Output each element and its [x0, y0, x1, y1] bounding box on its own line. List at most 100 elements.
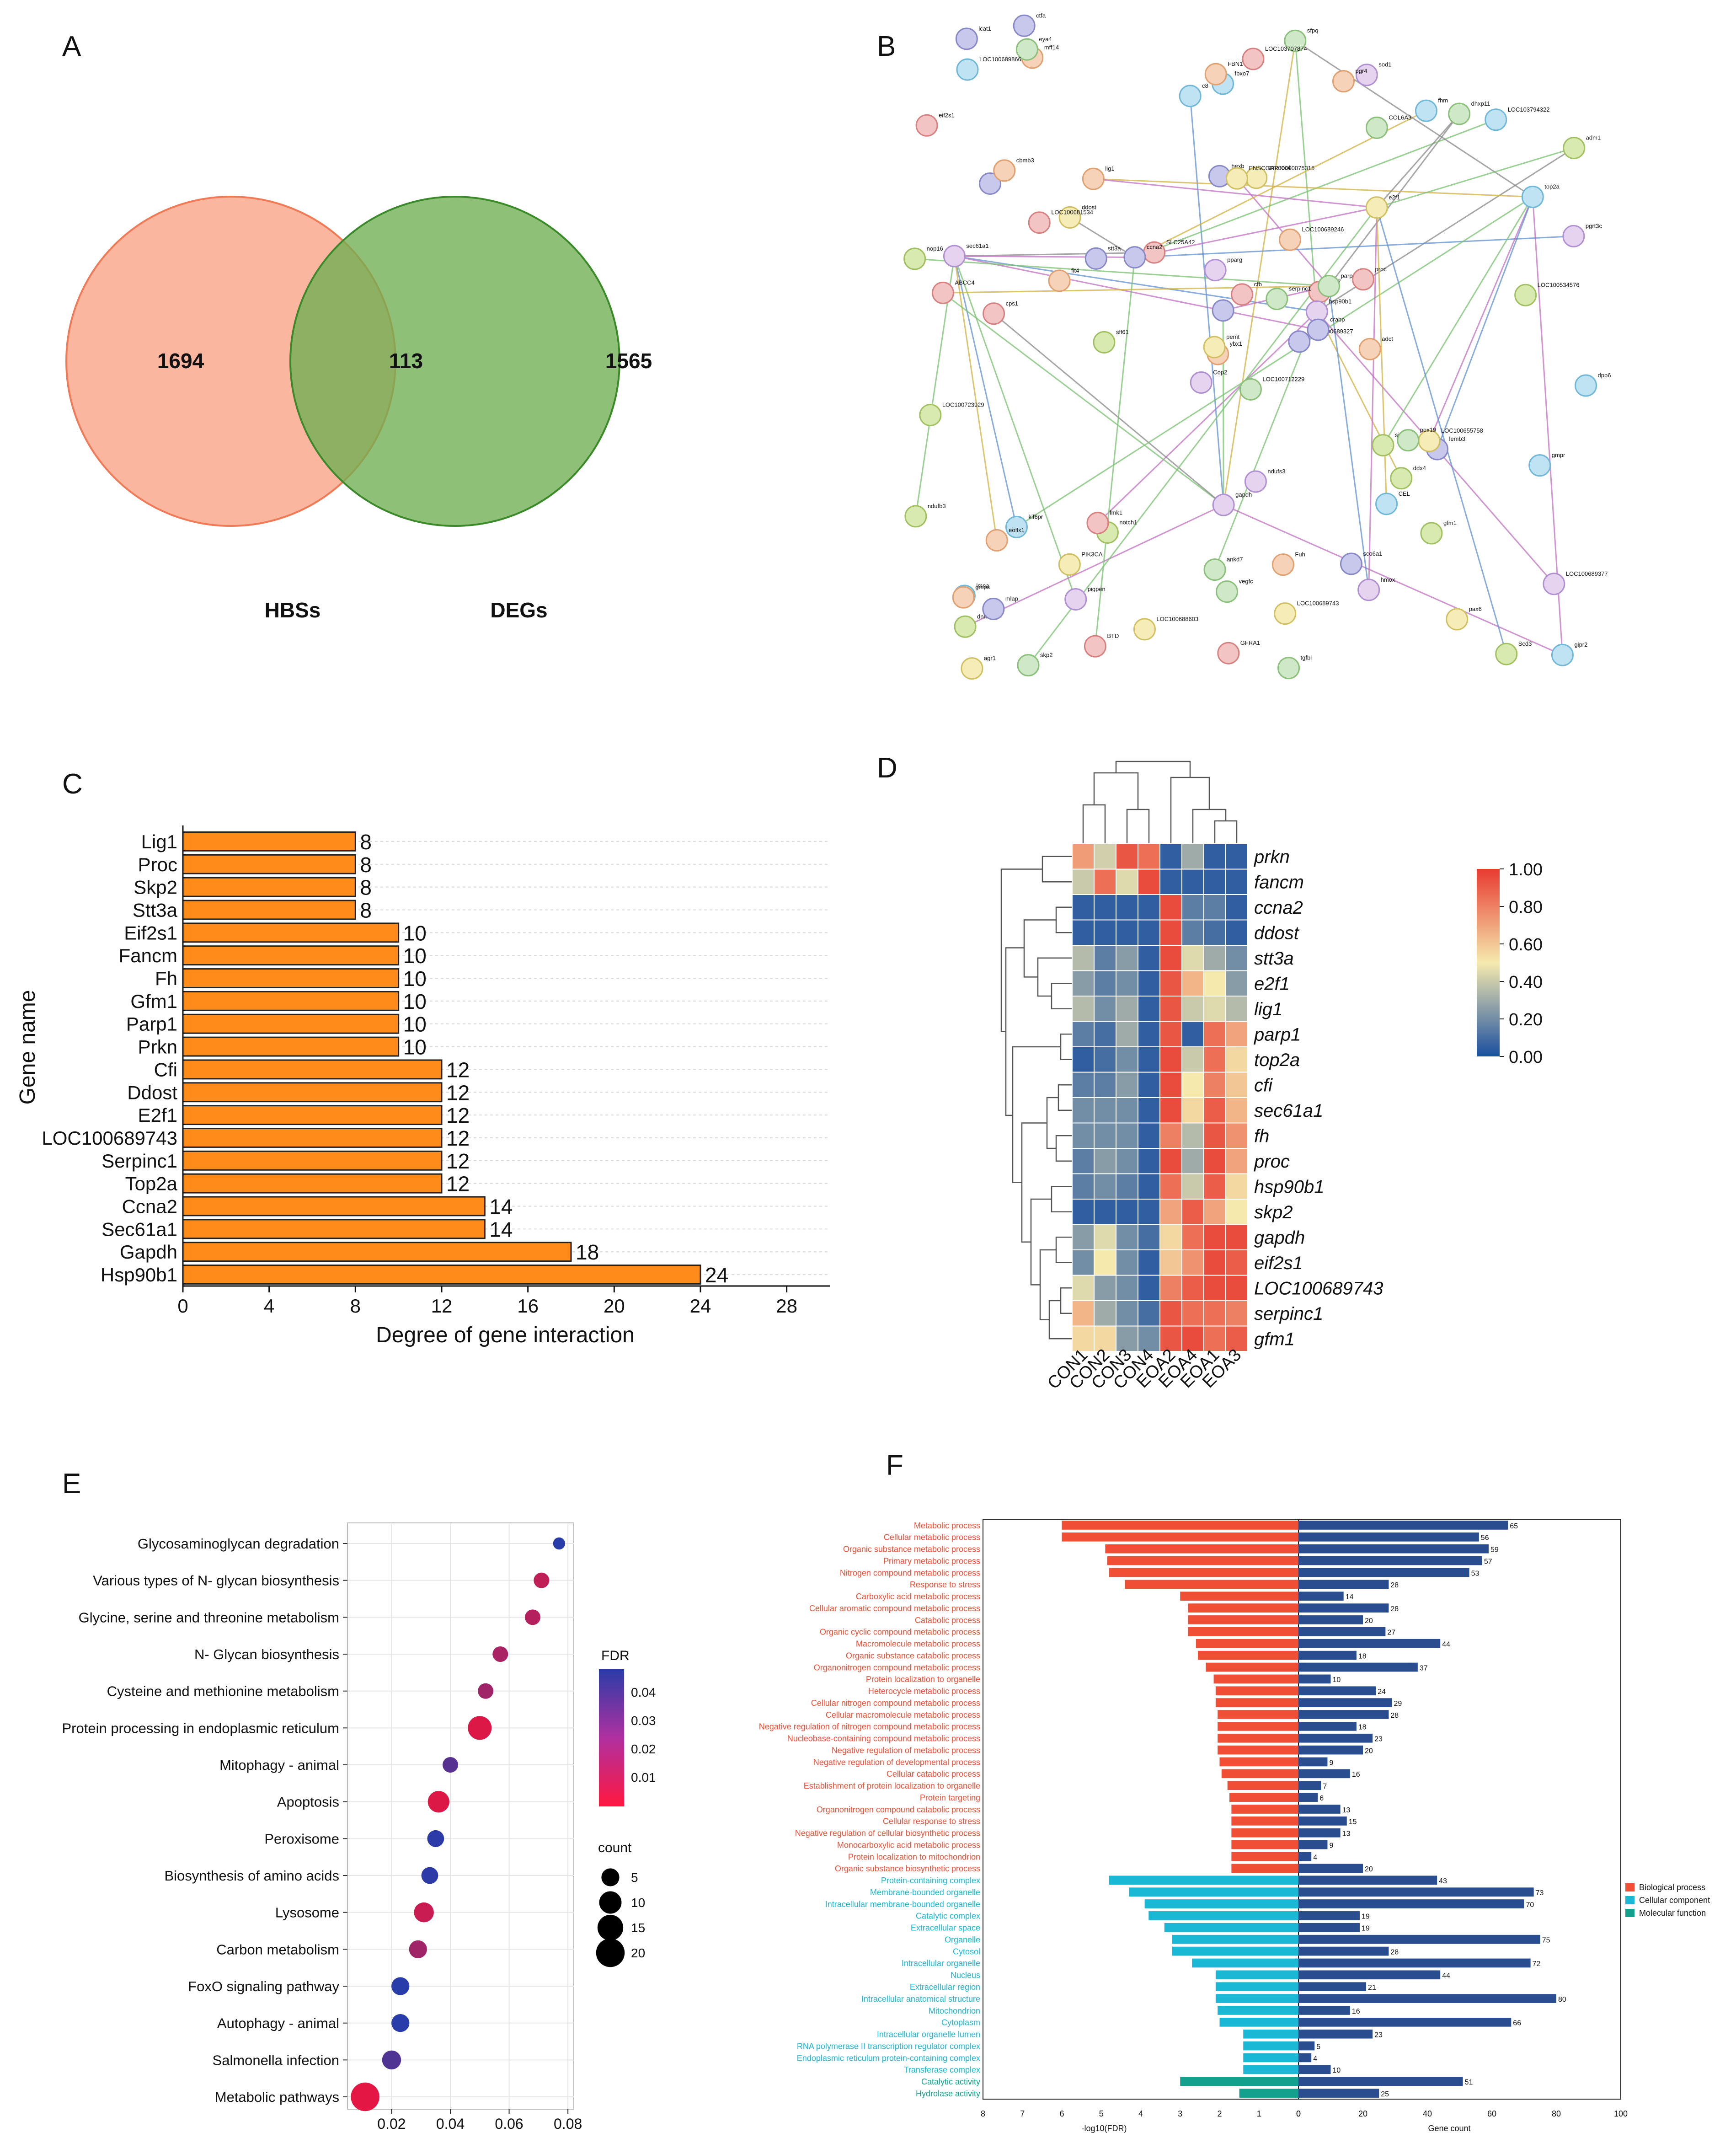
d-heatmap-cell — [1138, 1173, 1160, 1200]
network-node-label: ybx1 — [1230, 340, 1242, 347]
d-heatmap-cell — [1181, 1173, 1204, 1200]
d-col-dendrogram — [1170, 777, 1210, 844]
d-row-label: serpinc1 — [1254, 1304, 1323, 1324]
network-node-label: LOC100655758 — [1441, 427, 1483, 434]
f-term-label: Negative regulation of metabolic process — [832, 1746, 980, 1755]
f-count-label: 13 — [1342, 1830, 1351, 1838]
f-term-label: Transferase complex — [904, 2065, 980, 2074]
f-fdr-bar — [1227, 1781, 1298, 1790]
d-heatmap-cell — [1203, 970, 1226, 997]
f-term-label: Negative regulation of cellular biosynth… — [795, 1829, 980, 1838]
network-node — [1397, 429, 1420, 452]
d-heatmap-cell — [1138, 1072, 1160, 1098]
f-fdr-bar — [1144, 1899, 1298, 1908]
d-legend-colorbar — [1477, 869, 1500, 1056]
c-bar — [182, 877, 356, 897]
e-category-label: Metabolic pathways — [215, 2089, 339, 2105]
f-count-bar — [1298, 2041, 1315, 2051]
f-count-label: 5 — [1316, 2043, 1320, 2051]
e-legend-fdr-tick: 0.01 — [631, 1770, 656, 1784]
network-edge — [1295, 40, 1533, 198]
f-term-label: Response to stress — [910, 1580, 980, 1589]
c-category-label: E2f1 — [138, 1104, 177, 1126]
d-heatmap-cell — [1203, 868, 1226, 895]
network-node-label: lemb3 — [1449, 435, 1465, 442]
f-count-bar — [1298, 1603, 1389, 1613]
f-count-label: 53 — [1471, 1570, 1480, 1577]
d-heatmap-cell — [1116, 996, 1138, 1022]
d-heatmap-cell — [1138, 1148, 1160, 1174]
d-heatmap-cell — [1159, 1199, 1182, 1225]
f-fdr-bar — [1219, 1757, 1298, 1767]
e-legend-fdr-tick: 0.03 — [631, 1714, 656, 1728]
e-category-label: Carbon metabolism — [216, 1941, 339, 1957]
c-value-label: 24 — [705, 1263, 728, 1287]
d-heatmap-cell — [1181, 894, 1204, 921]
network-node — [1123, 246, 1146, 269]
network-node — [983, 302, 1005, 325]
c-category-label: Hsp90b1 — [101, 1264, 177, 1286]
f-count-bar — [1298, 1580, 1389, 1589]
d-heatmap-cell — [1138, 1097, 1160, 1124]
network-node — [1528, 454, 1551, 477]
f-left-tick-label: 1 — [1257, 2109, 1261, 2118]
e-bubble — [427, 1830, 444, 1847]
d-heatmap-cell — [1094, 1046, 1116, 1073]
c-x-tick-label: 24 — [690, 1295, 711, 1317]
d-row-dendrogram — [1005, 947, 1024, 1116]
f-legend-swatch — [1625, 1909, 1635, 1917]
f-term-label: Extracellular region — [910, 1983, 980, 1992]
network-node — [956, 58, 979, 81]
d-row-label: lig1 — [1254, 999, 1282, 1019]
f-count-bar — [1298, 1757, 1328, 1767]
d-row-dendrogram — [1030, 1198, 1052, 1286]
network-node-label: BTD — [1107, 632, 1119, 639]
f-term-label: Intracellular membrane-bounded organelle — [825, 1900, 980, 1909]
network-node-label: pemt — [1226, 333, 1239, 340]
d-heatmap-cell — [1181, 1224, 1204, 1250]
f-count-bar — [1298, 1899, 1524, 1908]
f-term-label: Cellular aromatic compound metabolic pro… — [809, 1604, 980, 1613]
network-node-label: nop16 — [927, 245, 943, 252]
c-value-label: 12 — [446, 1081, 470, 1104]
e-legend-fdr-title: FDR — [601, 1648, 630, 1663]
d-row-label: sec61a1 — [1254, 1101, 1323, 1121]
d-heatmap-cell — [1225, 1072, 1248, 1098]
d-heatmap-cell — [1225, 945, 1248, 971]
f-fdr-bar — [1231, 1816, 1298, 1826]
c-value-label: 14 — [489, 1217, 513, 1241]
c-bar — [182, 1265, 701, 1285]
f-term-label: Mitochondrion — [929, 2006, 980, 2015]
d-heatmap-cell — [1116, 1300, 1138, 1327]
d-heatmap-cell — [1094, 970, 1116, 997]
venn-overlap-count: 113 — [389, 349, 423, 373]
network-edge — [1294, 41, 1318, 312]
d-heatmap-cell — [1116, 894, 1138, 921]
f-count-label: 59 — [1490, 1546, 1499, 1554]
network-node-label: LOC100689377 — [1566, 570, 1608, 577]
network-node-label: gfm1 — [1443, 520, 1457, 526]
e-legend-count-title: count — [598, 1840, 632, 1855]
f-count-label: 28 — [1390, 1581, 1399, 1589]
d-heatmap-cell — [1159, 1173, 1182, 1200]
d-heatmap-cell — [1094, 1173, 1116, 1200]
f-left-tick-label: 8 — [981, 2109, 985, 2118]
d-heatmap-cell — [1116, 1148, 1138, 1174]
network-node-label: adm1 — [1586, 134, 1601, 141]
d-heatmap-cell — [1159, 996, 1182, 1022]
network-node-label: dhxp11 — [1471, 100, 1490, 107]
f-count-bar — [1298, 1840, 1328, 1849]
d-row-dendrogram — [1037, 957, 1072, 997]
c-bar — [182, 900, 356, 920]
d-heatmap-cell — [1225, 1148, 1248, 1174]
f-legend-label: Biological process — [1639, 1883, 1705, 1892]
network-edge — [954, 255, 1319, 331]
network-node — [1415, 99, 1437, 122]
f-count-bar — [1298, 1852, 1312, 1861]
network-node — [1093, 331, 1116, 354]
f-term-label: Hydrolase activity — [916, 2089, 980, 2098]
network-node-label: lmna — [976, 582, 989, 589]
d-heatmap-cell — [1225, 1046, 1248, 1073]
network-node-label: proc — [1375, 266, 1387, 273]
d-heatmap-cell — [1159, 1300, 1182, 1327]
